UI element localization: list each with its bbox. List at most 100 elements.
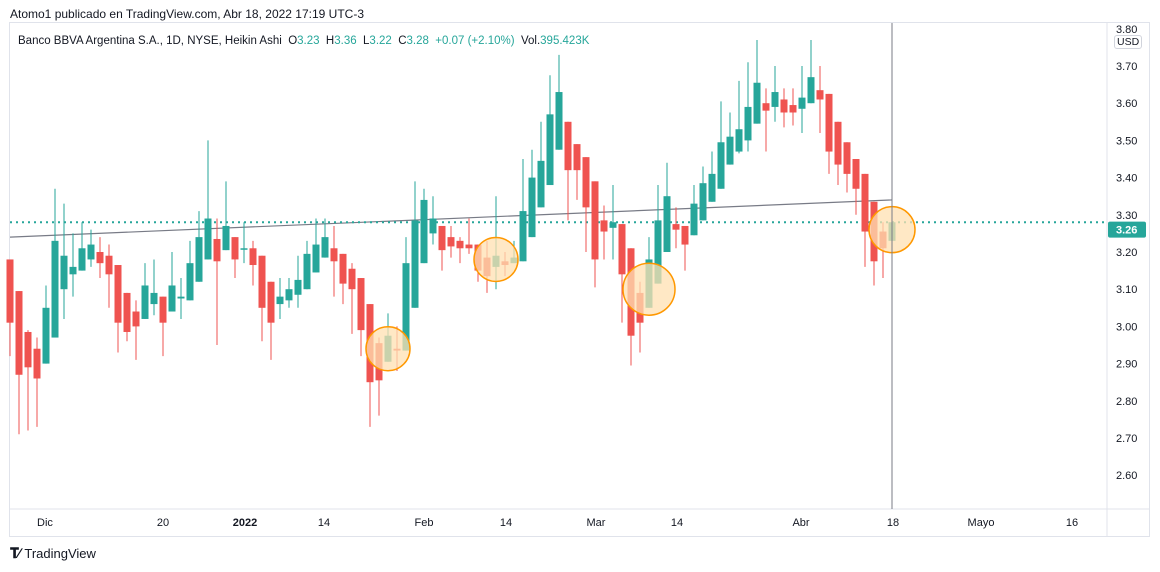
candle-body xyxy=(159,296,167,323)
candle xyxy=(240,222,248,264)
candle-body xyxy=(168,285,176,312)
close-label: C xyxy=(398,35,407,47)
candle xyxy=(294,255,302,308)
candle-body xyxy=(816,90,824,100)
candle-body xyxy=(519,211,527,262)
candle-body xyxy=(834,121,842,165)
candle-body xyxy=(744,106,752,141)
candle-body xyxy=(294,279,302,295)
candle xyxy=(708,151,716,202)
candle-body xyxy=(546,114,554,186)
candle xyxy=(519,159,527,262)
candle-body xyxy=(681,225,689,245)
time-tick-label: Mar xyxy=(587,517,606,529)
candle xyxy=(852,159,860,215)
candle xyxy=(609,185,617,260)
candle xyxy=(753,39,761,124)
candle-body xyxy=(123,292,131,332)
candle-body xyxy=(348,268,356,290)
candle-body xyxy=(312,244,320,273)
candle-body xyxy=(303,253,311,290)
price-tick-label: 2.90 xyxy=(1116,359,1137,371)
candle xyxy=(96,237,104,279)
candle-body xyxy=(699,183,707,221)
candle-body xyxy=(78,248,86,271)
high-label: H xyxy=(325,35,335,47)
candle-body xyxy=(411,220,419,308)
candle xyxy=(699,166,707,221)
candle-body xyxy=(528,177,536,238)
candle-body xyxy=(798,97,806,109)
candle-body xyxy=(447,237,455,247)
candle-body xyxy=(591,181,599,260)
candle xyxy=(168,252,176,312)
currency-badge[interactable]: USD xyxy=(1114,35,1143,49)
candle-body xyxy=(843,142,851,174)
candle xyxy=(582,157,590,252)
price-tick-label: 3.70 xyxy=(1116,61,1137,73)
candle-body xyxy=(456,240,464,249)
candle-body xyxy=(330,248,338,262)
candle-body xyxy=(564,121,572,171)
candle xyxy=(771,66,779,122)
candle-body xyxy=(429,218,437,234)
candle xyxy=(690,185,698,236)
candle-body xyxy=(204,218,212,260)
symbol-title: Banco BBVA Argentina S.A., 1D, NYSE, Hei… xyxy=(18,35,282,47)
candle-body xyxy=(690,203,698,236)
candle xyxy=(222,181,230,251)
candle-body xyxy=(60,255,68,290)
candle xyxy=(663,162,671,252)
candle xyxy=(357,278,365,357)
candle xyxy=(60,203,68,319)
candle xyxy=(42,285,50,364)
price-tick-label: 3.60 xyxy=(1116,98,1137,110)
candle-body xyxy=(96,252,104,264)
candle xyxy=(600,205,608,260)
candle xyxy=(258,255,266,342)
price-tick-label: 2.60 xyxy=(1116,470,1137,482)
candle-body xyxy=(42,307,50,364)
candle xyxy=(420,188,428,264)
candle-body xyxy=(177,296,185,299)
time-tick-label: 14 xyxy=(500,517,512,529)
candle-body xyxy=(69,266,77,275)
candle-body xyxy=(771,92,779,107)
annotation-circle xyxy=(622,262,676,316)
candle xyxy=(573,144,581,200)
candle-body xyxy=(339,253,347,284)
candle xyxy=(447,225,455,258)
candle xyxy=(267,281,275,360)
candle xyxy=(303,240,311,290)
low-value: 3.22 xyxy=(369,35,392,47)
time-tick-label: Feb xyxy=(415,517,434,529)
candle xyxy=(177,278,185,319)
candle xyxy=(231,237,239,279)
time-tick-label: Abr xyxy=(792,517,809,529)
price-tick-label: 3.40 xyxy=(1116,173,1137,185)
candle-body xyxy=(321,237,329,258)
candle xyxy=(528,149,536,238)
candle xyxy=(321,218,329,258)
candle xyxy=(132,300,140,360)
candle-body xyxy=(582,157,590,208)
price-tick-label: 3.00 xyxy=(1116,321,1137,333)
candle xyxy=(789,88,797,126)
candle xyxy=(438,225,446,271)
candle-body xyxy=(726,136,734,165)
candle-body xyxy=(708,173,716,202)
candle xyxy=(564,121,572,221)
candle-body xyxy=(609,222,617,228)
time-tick-label: Mayo xyxy=(968,517,995,529)
candle-body xyxy=(762,103,770,111)
candle-body xyxy=(438,225,446,251)
candle xyxy=(861,173,869,267)
candle xyxy=(762,88,770,152)
footer: 𝐓∕ TradingView xyxy=(10,545,96,562)
time-tick-label: 14 xyxy=(671,517,683,529)
price-tick-label: 2.80 xyxy=(1116,396,1137,408)
candle xyxy=(555,54,563,150)
candle xyxy=(348,263,356,334)
candle xyxy=(285,278,293,308)
